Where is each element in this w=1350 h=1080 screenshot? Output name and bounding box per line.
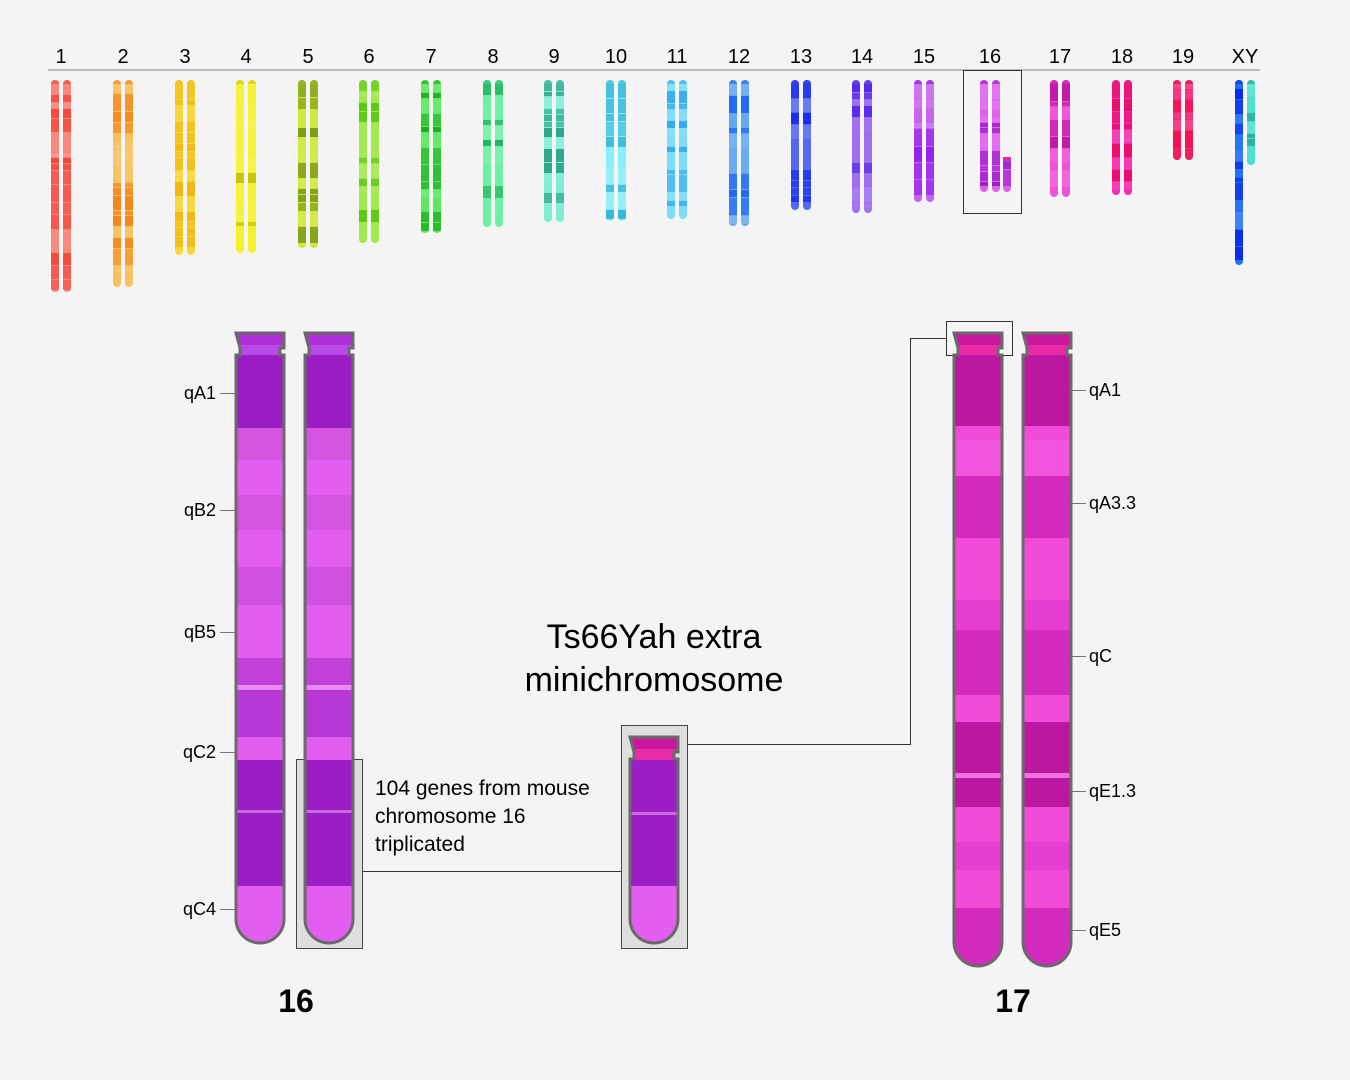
karyotype-label-XY: XY — [1232, 46, 1259, 68]
chromosome-5-a — [298, 80, 306, 248]
chromosome-4-a — [236, 80, 244, 253]
chromosome-7-a — [421, 80, 429, 233]
karyotype-label-4: 4 — [240, 46, 251, 68]
chromosome-11-a — [667, 80, 675, 219]
chr16-band-label: qB5 — [184, 622, 216, 642]
chromosome-6-a — [359, 80, 367, 243]
chromosome-18-b — [1124, 80, 1132, 195]
chromosome-8-b — [495, 80, 503, 227]
chromosome-16-a — [234, 331, 286, 945]
karyotype-label-12: 12 — [728, 46, 750, 68]
annotation-line1: 104 genes from mouse — [375, 777, 590, 800]
karyotype-label-16: 16 — [979, 46, 1001, 68]
chr17-band-label: qA1 — [1089, 380, 1121, 400]
annotation-line2: chromosome 16 — [375, 805, 526, 828]
chromosome-4-b — [248, 80, 256, 253]
chromosome-y — [1247, 80, 1255, 165]
chromosome-1-b — [63, 80, 71, 292]
karyotype-label-8: 8 — [487, 46, 498, 68]
chromosome-1-a — [51, 80, 59, 292]
chromosome-18-a — [1112, 80, 1120, 195]
chr16-label: 16 — [278, 983, 314, 1019]
annotation-line3: triplicated — [375, 833, 465, 856]
karyotype-label-11: 11 — [667, 46, 688, 68]
chromosome-19-a — [1173, 80, 1181, 160]
chr17-band-label: qE5 — [1089, 920, 1121, 940]
chromosome-14-b — [864, 80, 872, 213]
chromosome-17-b — [1021, 331, 1073, 968]
chromosome-10-a — [606, 80, 614, 221]
chr16-band-label: qC4 — [183, 899, 216, 919]
karyotype-label-1: 1 — [55, 46, 66, 68]
chromosome-12-a — [729, 80, 737, 226]
chr16-band-label: qB2 — [184, 500, 216, 520]
band-labels: qA1 qB2 qB5 qC2 qC4 qA1 qA3.3 qC qE1.3 qE5 — [183, 380, 1136, 940]
chromosome-16-b — [303, 331, 355, 945]
karyotype-label-2: 2 — [117, 46, 128, 68]
minichromosome-title-line2: minichromosome — [525, 661, 784, 699]
chromosome-14-a — [852, 80, 860, 213]
chromosome-16-b — [992, 80, 1000, 192]
chromosome-13-b — [803, 80, 811, 210]
karyotype-label-5: 5 — [302, 46, 313, 68]
karyotype-label-13: 13 — [790, 46, 812, 68]
chromosome-x — [1235, 80, 1243, 265]
large-chromosomes — [234, 331, 1073, 968]
karyotype-label-14: 14 — [851, 46, 873, 68]
chr16-band-label: qA1 — [184, 383, 216, 403]
chromosome-8-a — [483, 80, 491, 227]
chromosome-2-a — [113, 80, 121, 287]
karyotype-label-6: 6 — [363, 46, 374, 68]
chromosome-15-b — [926, 80, 934, 202]
chromosome-17-b — [1062, 80, 1070, 197]
minichromosome-small — [1003, 157, 1011, 192]
chr17-band-label: qA3.3 — [1089, 493, 1136, 513]
karyotype-label-9: 9 — [548, 46, 559, 68]
karyotype-label-19: 19 — [1172, 46, 1194, 68]
karyotype-label-18: 18 — [1111, 46, 1133, 68]
chromosome-10-b — [618, 80, 626, 221]
chromosome-16-a — [980, 80, 988, 192]
chr16-highlight-box — [963, 70, 1022, 214]
chr17-band-label: qE1.3 — [1089, 781, 1136, 801]
chromosome-15-a — [914, 80, 922, 202]
chr17-band-label: qC — [1089, 646, 1112, 666]
karyotype-label-17: 17 — [1049, 46, 1071, 68]
chromosome-17-a — [952, 331, 1004, 968]
chromosome-7-b — [433, 80, 441, 233]
karyotype-overview: 1 2 3 4 5 6 7 8 9 10 11 12 13 14 15 16 17 18 19 XY — [51, 46, 1258, 292]
chromosome-2-b — [125, 80, 133, 287]
karyotype-label-15: 15 — [913, 46, 935, 68]
minichromosome — [628, 735, 680, 945]
karyotype-label-3: 3 — [179, 46, 190, 68]
connector-mini-to-17 — [688, 338, 946, 745]
minichromosome-title-line1: Ts66Yah extra — [547, 618, 762, 656]
chromosome-11-b — [679, 80, 687, 219]
chromosome-9-b — [556, 80, 564, 222]
chromosome-6-b — [371, 80, 379, 243]
chr16-band-label: qC2 — [183, 742, 216, 762]
karyotype-label-7: 7 — [425, 46, 436, 68]
chr17-label: 17 — [995, 983, 1031, 1019]
chromosome-9-a — [544, 80, 552, 222]
chromosome-3-b — [187, 80, 195, 255]
chromosome-12-b — [741, 80, 749, 226]
chromosome-17-a — [1050, 80, 1058, 197]
chromosome-3-a — [175, 80, 183, 255]
chromosome-13-a — [791, 80, 799, 210]
chromosome-5-b — [310, 80, 318, 248]
chromosome-19-b — [1185, 80, 1193, 160]
karyotype-label-10: 10 — [605, 46, 627, 68]
